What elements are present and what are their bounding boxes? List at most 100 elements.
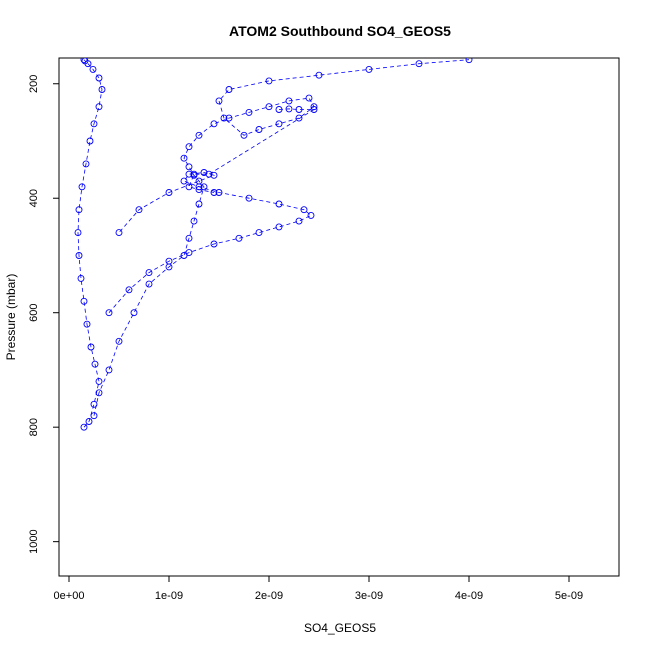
data-point — [307, 211, 315, 219]
data-point — [305, 94, 313, 102]
data-point — [210, 189, 218, 196]
data-point — [365, 65, 373, 73]
data-point — [90, 412, 98, 420]
data-point — [185, 163, 193, 171]
data-point — [265, 103, 273, 111]
data-point — [83, 320, 91, 328]
data-point — [185, 183, 193, 191]
series-2 — [105, 169, 315, 317]
data-point — [315, 71, 323, 79]
data-point — [75, 206, 83, 214]
data-point — [195, 186, 203, 194]
data-point — [255, 126, 263, 133]
series-line — [93, 59, 470, 416]
x-tick-label: 1e-09 — [155, 590, 183, 602]
data-point — [81, 58, 89, 65]
series-3 — [185, 105, 318, 196]
x-axis-label: SO4_GEOS5 — [304, 621, 376, 635]
data-point — [89, 65, 97, 73]
data-point — [95, 103, 103, 111]
x-tick-label: 2e-09 — [255, 590, 283, 602]
data-point — [185, 170, 193, 178]
data-point — [74, 229, 82, 237]
data-point — [415, 60, 423, 68]
data-point — [225, 114, 233, 122]
data-point — [80, 58, 88, 64]
data-point — [105, 309, 113, 317]
data-point — [90, 400, 98, 408]
y-axis-label: Pressure (mbar) — [4, 274, 18, 361]
data-point — [200, 169, 208, 176]
data-point — [78, 183, 86, 191]
data-point — [165, 189, 173, 196]
data-point — [300, 206, 308, 214]
data-point — [91, 360, 99, 368]
data-point — [130, 309, 138, 317]
data-point — [86, 137, 94, 145]
data-point — [465, 58, 473, 64]
data-point — [215, 97, 223, 105]
data-point — [75, 252, 83, 259]
data-point — [310, 106, 318, 113]
data-point — [240, 131, 248, 139]
data-point — [195, 200, 203, 208]
data-point — [190, 217, 198, 225]
data-point — [85, 418, 93, 425]
data-point — [185, 234, 193, 242]
y-tick-label: 200 — [28, 75, 40, 93]
data-point — [87, 343, 95, 351]
data-point — [295, 106, 303, 113]
data-point — [190, 170, 198, 178]
data-point — [265, 77, 273, 85]
data-point — [225, 86, 233, 93]
data-point — [180, 154, 188, 162]
data-point — [205, 170, 213, 178]
data-point — [95, 74, 103, 82]
data-point — [82, 160, 90, 168]
data-point — [210, 171, 218, 179]
data-point — [125, 286, 133, 294]
data-point — [95, 389, 103, 397]
data-point — [77, 274, 85, 282]
series-line — [77, 59, 103, 428]
data-point — [275, 120, 283, 128]
series-line — [108, 172, 312, 313]
data-point — [105, 366, 113, 374]
data-point — [275, 200, 283, 208]
y-axis: 200 400 600 800 1000 — [28, 75, 59, 554]
data-point — [295, 114, 303, 122]
data-point — [215, 189, 223, 196]
data-point — [180, 177, 188, 185]
data-point — [80, 297, 88, 305]
plot-frame — [58, 57, 620, 577]
data-point — [245, 194, 253, 202]
series-line — [188, 108, 316, 193]
series-0 — [74, 58, 106, 431]
data-point — [180, 252, 188, 259]
data-point — [165, 257, 173, 265]
plot-area — [74, 58, 473, 431]
x-tick-label: 4e-09 — [455, 590, 483, 602]
data-point — [295, 217, 303, 225]
data-point — [210, 240, 218, 248]
x-tick-label: 0e+00 — [54, 590, 85, 602]
data-point — [145, 269, 153, 277]
data-point — [220, 114, 228, 122]
y-tick-label: 600 — [28, 304, 40, 322]
data-point — [115, 229, 123, 237]
data-point — [275, 223, 283, 231]
data-point — [245, 108, 253, 116]
data-point — [235, 234, 243, 242]
data-point — [90, 120, 98, 128]
data-point — [185, 143, 193, 151]
x-axis: 0e+00 1e-09 2e-09 3e-09 4e-09 5e-09 — [54, 576, 583, 602]
data-point — [285, 97, 293, 105]
x-tick-label: 3e-09 — [355, 590, 383, 602]
chart-title: ATOM2 Southbound SO4_GEOS5 — [229, 23, 451, 39]
y-tick-label: 400 — [28, 189, 40, 207]
data-point — [195, 131, 203, 139]
data-point — [185, 249, 193, 257]
data-point — [275, 106, 283, 113]
